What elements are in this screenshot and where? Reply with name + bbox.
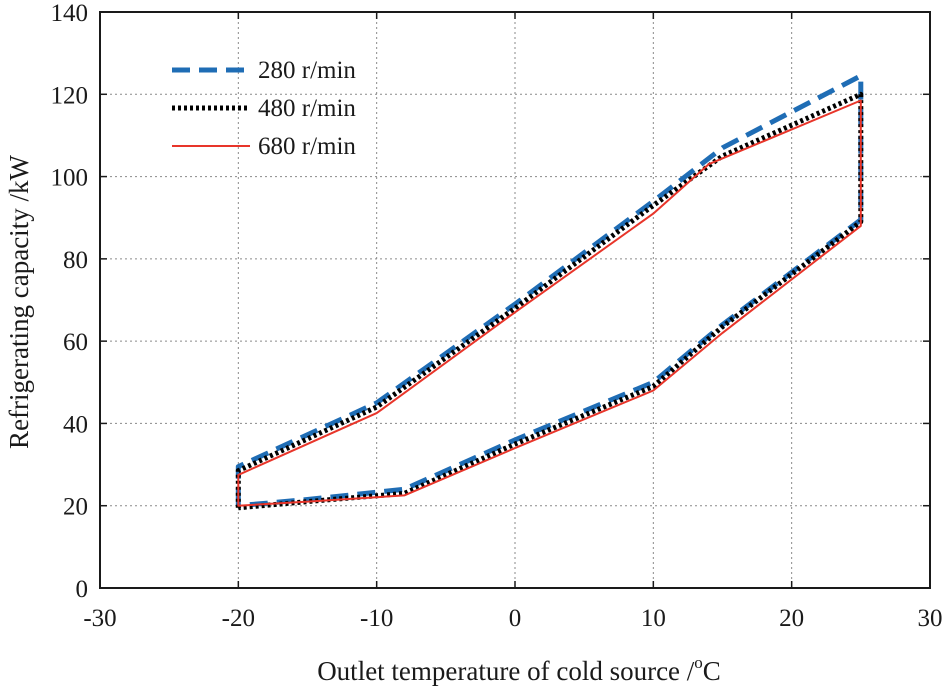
x-tick-label: 30 [918,605,943,632]
x-tick-label: -30 [83,605,116,632]
y-tick-label: 40 [63,411,88,438]
legend: 280 r/min 480 r/min 680 r/min [172,57,356,160]
x-tick-label: -10 [360,605,393,632]
x-tick-label: 0 [509,605,522,632]
y-tick-label: 80 [63,247,88,274]
y-tick-label: 0 [76,576,89,603]
x-tick-label: 20 [779,605,804,632]
y-axis-title: Refrigerating capacity /kW [4,155,34,449]
series-line-680-r-min [237,99,862,507]
y-tick-label: 60 [63,329,88,356]
x-axis-title-main: Outlet temperature of cold source / [317,656,695,686]
legend-label: 280 r/min [258,57,356,84]
x-tick-label: -20 [222,605,255,632]
y-tick-label: 120 [51,82,89,109]
x-axis-title: Outlet temperature of cold source /oC [317,653,721,686]
series-lines [235,73,864,511]
y-tick-label: 140 [51,0,89,27]
x-tick-label: 10 [641,605,666,632]
axis-ticks: -30 -20 -10 0 10 20 30 0 20 40 60 80 100 120 140 [51,0,943,632]
x-axis-title-unit: C [703,656,721,686]
x-axis-title-degree-sup: o [694,653,703,672]
legend-label: 680 r/min [258,133,356,160]
series-line-480-r-min [235,91,864,511]
grid [100,12,930,588]
y-tick-label: 20 [63,494,88,521]
legend-label: 480 r/min [258,95,356,122]
y-tick-label: 100 [51,165,89,192]
